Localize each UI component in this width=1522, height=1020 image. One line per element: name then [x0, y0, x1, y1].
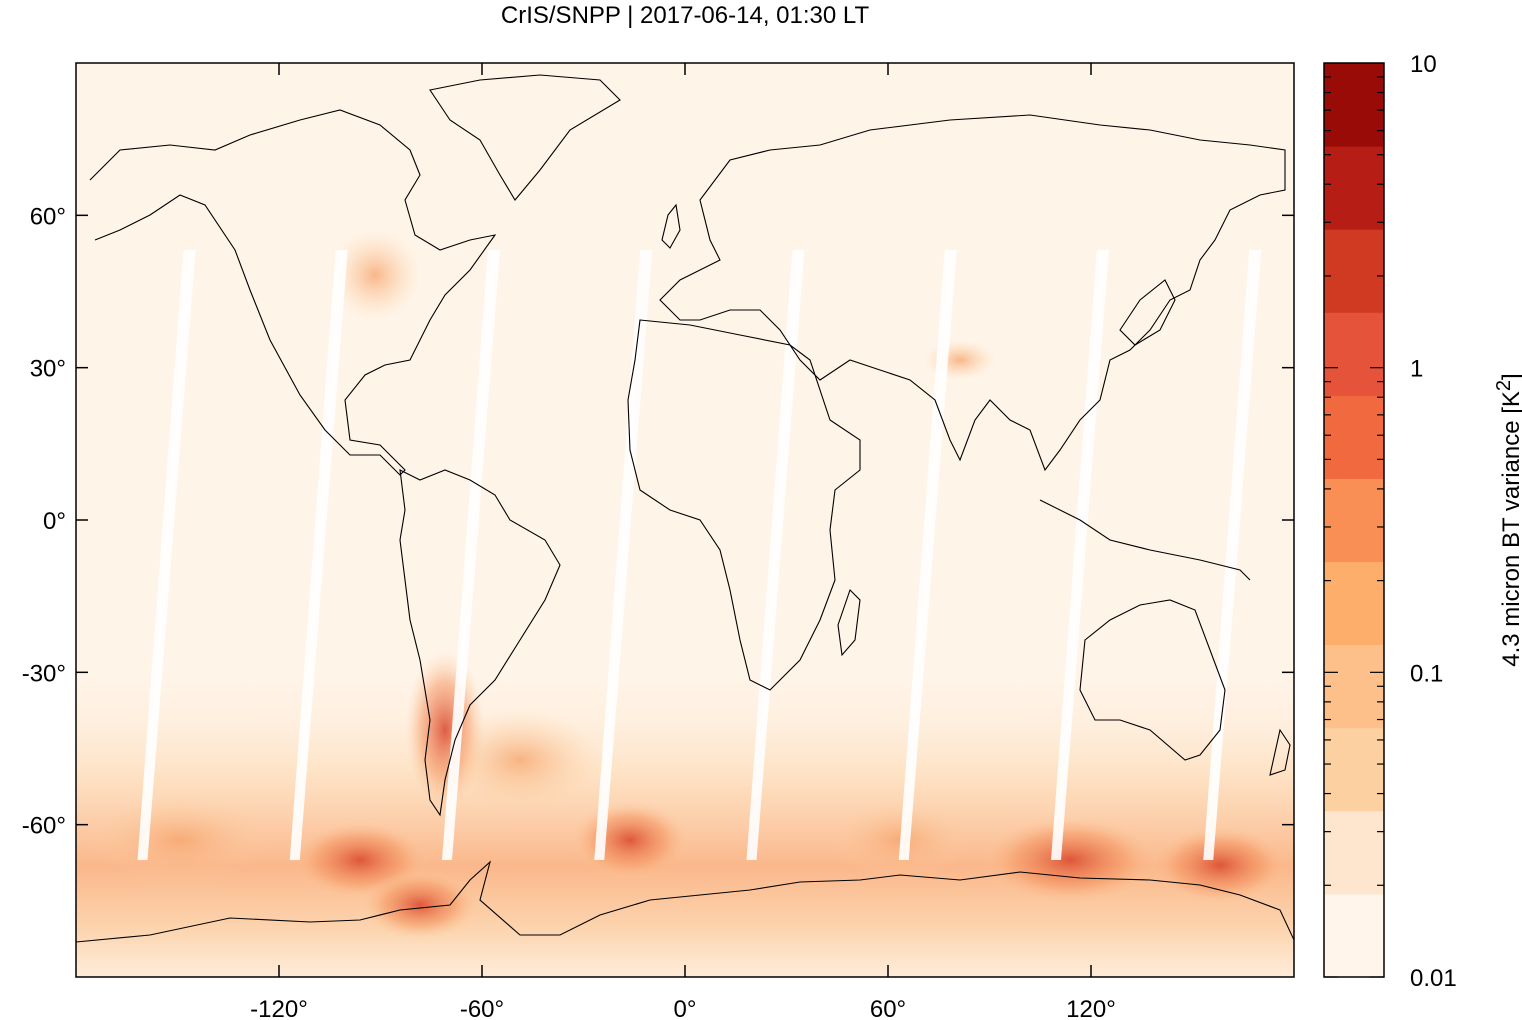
x-tick-label: 60°	[870, 996, 906, 1020]
y-tick-label: -30°	[22, 660, 66, 687]
colorbar-ticks	[1324, 76, 1384, 978]
coastlines	[76, 74, 1294, 943]
variance-field	[76, 63, 1294, 977]
swath-gap	[137, 250, 196, 860]
plot-title: CrIS/SNPP | 2017-06-14, 01:30 LT	[500, 2, 870, 29]
x-tick-label: 120°	[1066, 996, 1116, 1020]
y-axis-tick-labels: 60° 30° 0° -30° -60°	[22, 203, 66, 839]
swath-gap	[1203, 250, 1262, 860]
colorbar-tick-label: 1	[1410, 356, 1423, 383]
y-tick-label: 60°	[30, 203, 66, 230]
x-tick-label: -120°	[250, 996, 308, 1020]
x-tick-label: 0°	[674, 996, 697, 1020]
colorbar-band	[1324, 478, 1384, 563]
colorbar-band	[1324, 561, 1384, 646]
map-ticks	[76, 63, 1294, 977]
swath-gap	[898, 250, 957, 860]
x-axis-tick-labels: -120° -60° 0° 60° 120°	[250, 996, 1116, 1020]
colorbar-band	[1324, 727, 1384, 812]
colorbar-band	[1324, 146, 1384, 230]
colorbar-title: 4.3 micron BT variance [K2]	[1493, 373, 1522, 667]
colorbar	[1324, 63, 1384, 978]
y-tick-label: -60°	[22, 813, 66, 840]
colorbar-band	[1324, 395, 1384, 479]
swath-gap	[594, 250, 653, 860]
colorbar-band	[1324, 312, 1384, 396]
colorbar-band	[1324, 63, 1384, 147]
y-tick-label: 30°	[30, 356, 66, 383]
colorbar-tick-labels: 10 1 0.1 0.01	[1410, 51, 1457, 992]
swath-gap	[746, 250, 805, 860]
swath-gap	[1051, 250, 1109, 860]
colorbar-frame	[1323, 62, 1385, 978]
swath-gap	[442, 250, 500, 860]
swath-gap	[289, 250, 348, 860]
colorbar-band	[1324, 893, 1384, 978]
x-tick-label: -60°	[460, 996, 504, 1020]
colorbar-band	[1324, 810, 1384, 895]
y-tick-label: 0°	[43, 508, 66, 535]
swath-gaps	[137, 250, 1262, 860]
colorbar-band	[1324, 644, 1384, 729]
colorbar-tick-label: 10	[1410, 51, 1437, 78]
colorbar-tick-label: 0.01	[1410, 965, 1457, 992]
colorbar-band	[1324, 229, 1384, 313]
colorbar-tick-label: 0.1	[1410, 660, 1443, 687]
